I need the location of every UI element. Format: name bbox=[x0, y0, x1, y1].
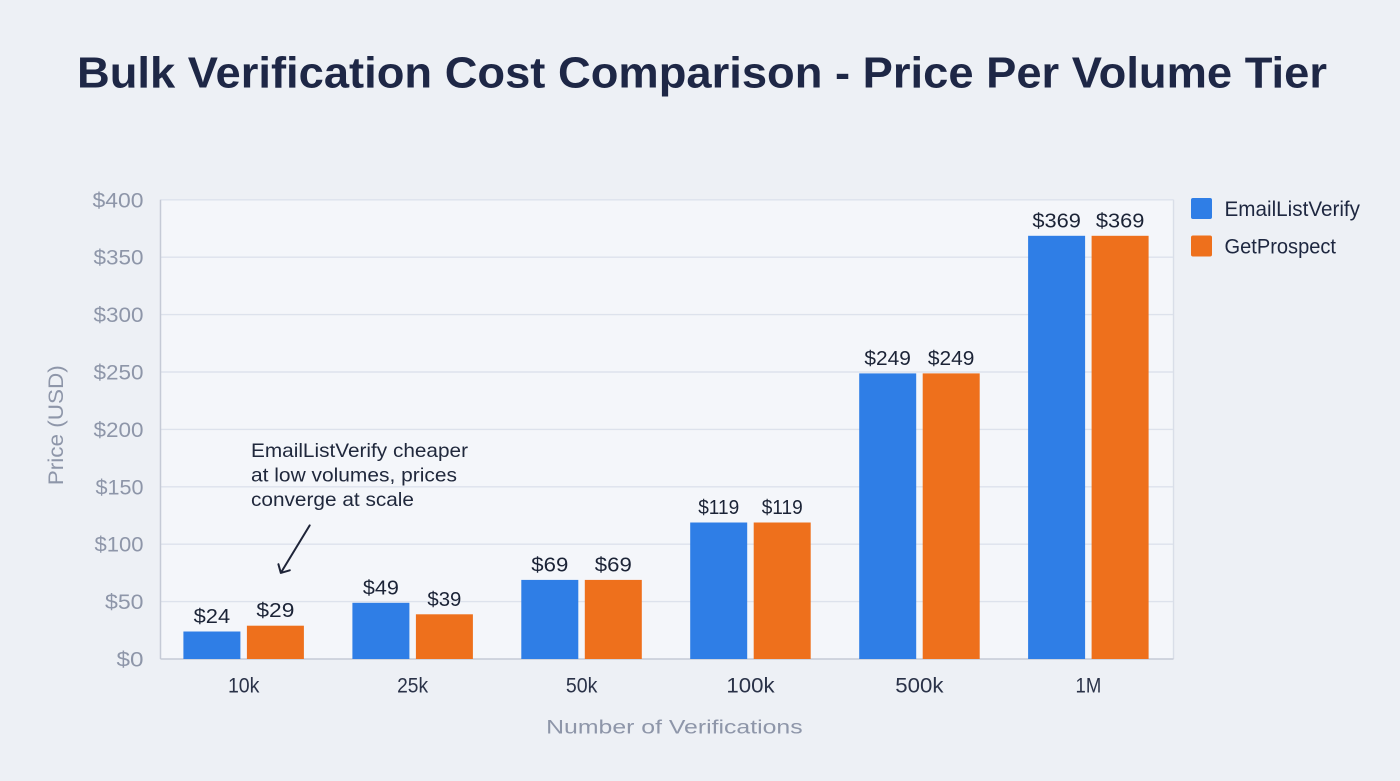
svg-text:100k: 100k bbox=[726, 673, 774, 697]
svg-text:$200: $200 bbox=[94, 419, 144, 442]
svg-text:at low volumes, prices: at low volumes, prices bbox=[251, 465, 457, 487]
svg-text:EmailListVerify cheaper: EmailListVerify cheaper bbox=[251, 440, 469, 462]
svg-text:$300: $300 bbox=[94, 304, 144, 327]
svg-text:10k: 10k bbox=[228, 673, 260, 697]
svg-text:$369: $369 bbox=[1032, 209, 1081, 232]
svg-text:$250: $250 bbox=[94, 362, 144, 385]
svg-text:EmailListVerify: EmailListVerify bbox=[1225, 197, 1361, 221]
svg-text:$24: $24 bbox=[194, 605, 231, 628]
svg-text:$400: $400 bbox=[93, 189, 144, 212]
svg-text:Number of Verifications: Number of Verifications bbox=[546, 718, 803, 739]
svg-text:GetProspect: GetProspect bbox=[1225, 235, 1337, 259]
svg-text:$350: $350 bbox=[94, 247, 144, 270]
svg-text:$119: $119 bbox=[762, 496, 803, 519]
svg-text:500k: 500k bbox=[895, 673, 943, 697]
svg-text:$150: $150 bbox=[96, 476, 144, 499]
svg-text:25k: 25k bbox=[397, 673, 428, 697]
svg-text:50k: 50k bbox=[566, 673, 598, 697]
svg-text:$119: $119 bbox=[698, 496, 739, 519]
svg-text:$369: $369 bbox=[1096, 209, 1145, 232]
svg-text:$39: $39 bbox=[427, 588, 461, 611]
svg-text:1M: 1M bbox=[1076, 673, 1102, 697]
svg-text:$249: $249 bbox=[864, 347, 911, 370]
svg-text:Bulk Verification Cost Compari: Bulk Verification Cost Comparison - Pric… bbox=[77, 49, 1327, 98]
svg-text:$69: $69 bbox=[531, 553, 568, 576]
svg-text:$100: $100 bbox=[95, 534, 144, 557]
svg-text:converge at scale: converge at scale bbox=[251, 489, 414, 511]
svg-text:$29: $29 bbox=[256, 599, 294, 622]
svg-text:$49: $49 bbox=[363, 576, 399, 599]
svg-text:$69: $69 bbox=[595, 553, 632, 576]
svg-text:$0: $0 bbox=[117, 649, 144, 672]
svg-text:$50: $50 bbox=[105, 591, 144, 614]
svg-text:$249: $249 bbox=[928, 347, 975, 370]
svg-text:Price (USD): Price (USD) bbox=[44, 365, 68, 485]
